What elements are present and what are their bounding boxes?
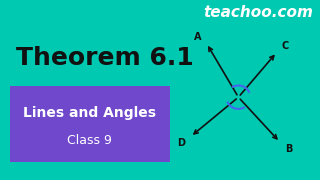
Text: C: C: [282, 41, 289, 51]
Text: teachoo.com: teachoo.com: [204, 5, 314, 20]
Text: B: B: [285, 144, 292, 154]
FancyBboxPatch shape: [10, 86, 170, 162]
Text: A: A: [194, 32, 202, 42]
Text: D: D: [178, 138, 186, 148]
Text: Lines and Angles: Lines and Angles: [23, 106, 156, 120]
Text: Class 9: Class 9: [67, 134, 112, 147]
Text: Theorem 6.1: Theorem 6.1: [16, 46, 194, 70]
